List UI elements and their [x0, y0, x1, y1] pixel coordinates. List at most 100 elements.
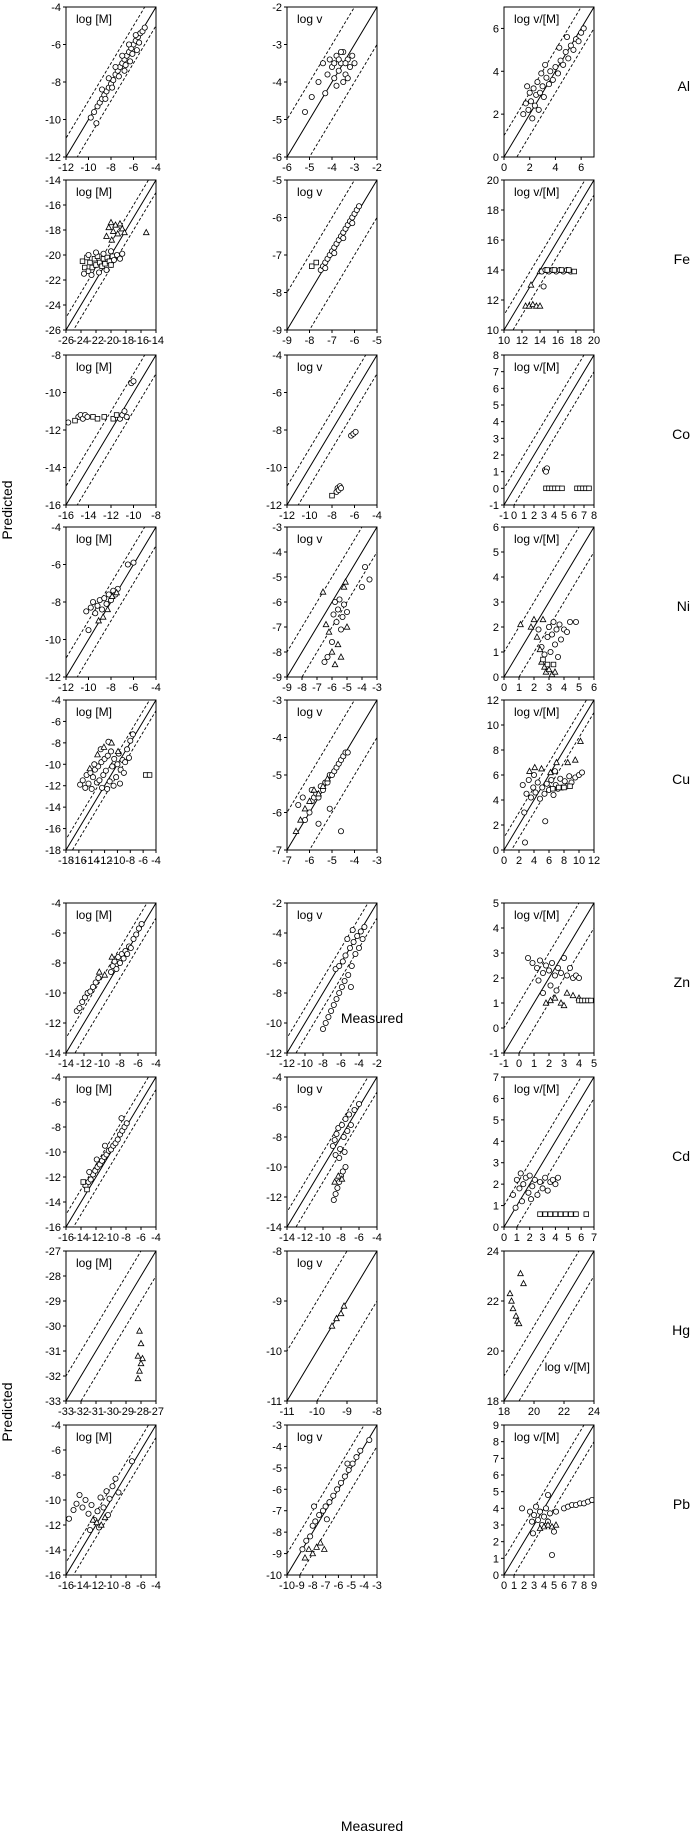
square-point: [552, 1211, 559, 1217]
y-tick-label: -6: [51, 1445, 61, 1457]
circle-point: [331, 75, 338, 82]
circle-point: [579, 769, 586, 776]
square-point: [561, 784, 567, 791]
triangle-point: [114, 747, 122, 755]
circle-point: [548, 777, 555, 784]
circle-point: [346, 1111, 353, 1118]
x-tick-label: -12: [76, 1058, 92, 1070]
x-tick-label: -8: [327, 510, 337, 522]
circle-point: [77, 781, 84, 788]
circle-point: [522, 839, 529, 846]
circle-point: [92, 610, 99, 617]
y-tick-label: 0: [493, 1023, 499, 1035]
triangle-point: [108, 592, 116, 599]
circle-point: [352, 428, 359, 435]
circle-point: [337, 1479, 344, 1486]
circle-point: [83, 608, 90, 615]
triangle-point: [545, 665, 553, 673]
square-point: [559, 485, 565, 492]
plot-frame: [286, 1424, 378, 1576]
y-tick-label: -4: [51, 522, 61, 534]
upper-bound-line: [66, 1251, 142, 1377]
circle-point: [532, 789, 539, 796]
y-tick-label: 14: [487, 265, 499, 277]
circle-point: [529, 1183, 536, 1190]
x-tick-label: -20: [103, 335, 119, 347]
lower-bound-line: [80, 1275, 156, 1401]
reference-lines: [504, 1425, 594, 1575]
square-point: [571, 268, 577, 275]
circle-point: [331, 599, 338, 606]
square-point: [313, 259, 319, 266]
x-tick-label: 6: [546, 855, 552, 867]
circle-point: [566, 773, 573, 780]
x-tick-label: -14: [279, 1232, 295, 1244]
y-tick-label: -11: [267, 1396, 282, 1408]
y-tick-label: 12: [487, 295, 499, 307]
data-points: [77, 731, 153, 792]
reference-lines: [66, 355, 156, 505]
triangle-point: [530, 615, 538, 623]
lower-bound-line: [299, 1445, 377, 1575]
circle-point: [326, 1499, 333, 1506]
upper-bound-line: [287, 527, 363, 653]
x-tick-label: 5: [565, 1232, 571, 1244]
x-tick-label: 18: [570, 335, 582, 347]
upper-bound-line: [287, 355, 367, 488]
circle-point: [141, 24, 148, 31]
circle-point: [127, 945, 134, 952]
circle-point: [133, 47, 140, 54]
y-tick-label: 8: [493, 1437, 499, 1449]
circle-point: [103, 600, 110, 607]
circle-point: [322, 1020, 329, 1027]
circle-point: [136, 39, 143, 46]
y-tick-label: 6: [493, 770, 499, 782]
y-tick-label: -12: [45, 1520, 61, 1532]
reference-lines: [504, 527, 594, 677]
y-tick-label: 1: [493, 1201, 499, 1213]
y-tick-label: -28: [45, 1271, 61, 1283]
circle-point: [99, 606, 106, 613]
circle-point: [561, 778, 568, 785]
circle-point: [138, 921, 145, 928]
circle-point: [135, 925, 142, 932]
lower-bound-line: [295, 917, 377, 1053]
circle-point: [97, 1494, 104, 1501]
data-points: [66, 1458, 135, 1534]
triangle-point: [551, 994, 559, 1001]
x-tick-label: 6: [591, 682, 597, 694]
circle-point: [555, 654, 562, 661]
triangle-point: [99, 613, 107, 620]
circle-point: [355, 203, 362, 210]
reference-lines: [504, 1251, 594, 1401]
circle-point: [108, 748, 115, 755]
panel-label: log [M]: [76, 1256, 112, 1270]
circle-point: [100, 772, 107, 779]
circle-point: [102, 95, 109, 102]
y-tick-label: -8: [51, 1470, 61, 1482]
circle-point: [123, 1120, 130, 1127]
x-tick-label: 4: [576, 1058, 582, 1070]
triangle-point: [342, 578, 349, 585]
circle-point: [357, 1447, 364, 1454]
x-tick-label: -33: [58, 1406, 74, 1418]
data-points: [292, 749, 351, 835]
y-tick-label: -20: [45, 250, 61, 262]
circle-point: [124, 746, 131, 753]
lower-bound-line: [308, 736, 377, 850]
x-tick-label: -9: [282, 335, 292, 347]
y-tick-label: -26: [45, 325, 61, 337]
square-point: [540, 656, 546, 663]
upper-bound-line: [66, 1077, 150, 1216]
panel-label: log v: [297, 12, 322, 26]
y-tick-label: 9: [493, 1420, 499, 1432]
y-tick-label: -12: [266, 1048, 282, 1060]
triangle-point: [517, 1269, 524, 1277]
x-tick-label: -18: [58, 855, 74, 867]
y-tick-label: -8: [51, 958, 61, 970]
x-tick-label: -12: [58, 682, 74, 694]
y-tick-label: -12: [45, 781, 61, 793]
